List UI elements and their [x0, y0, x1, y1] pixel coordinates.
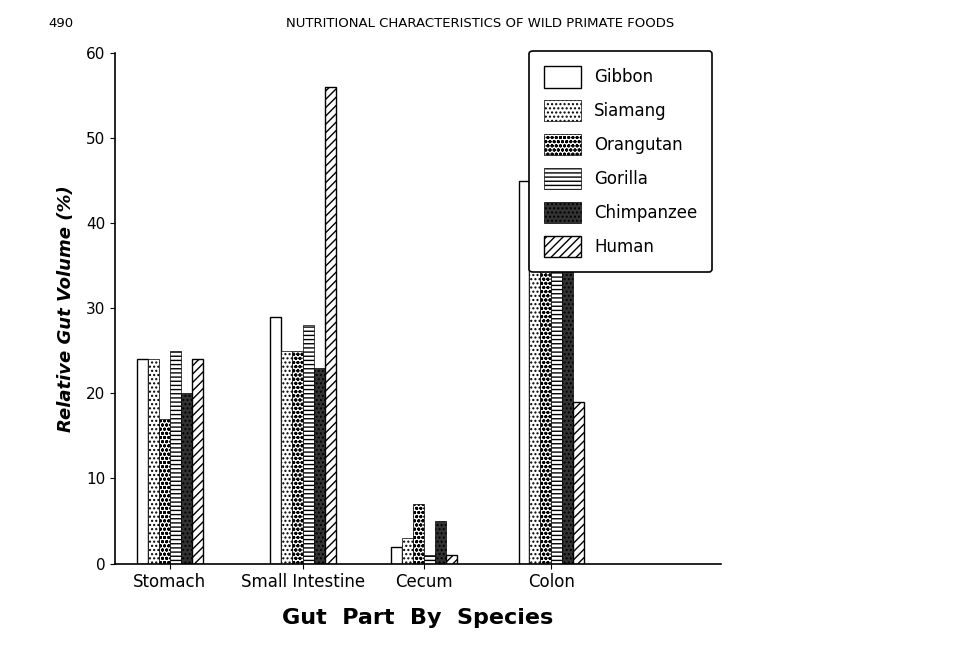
Y-axis label: Relative Gut Volume (%): Relative Gut Volume (%): [57, 185, 75, 432]
Bar: [292, 351, 303, 564]
Bar: [191, 359, 203, 564]
Bar: [270, 317, 282, 564]
X-axis label: Gut  Part  By  Species: Gut Part By Species: [283, 608, 554, 628]
Legend: Gibbon, Siamang, Orangutan, Gorilla, Chimpanzee, Human: Gibbon, Siamang, Orangutan, Gorilla, Chi…: [530, 51, 712, 272]
Bar: [573, 402, 584, 564]
Text: NUTRITIONAL CHARACTERISTICS OF WILD PRIMATE FOODS: NUTRITIONAL CHARACTERISTICS OF WILD PRIM…: [286, 17, 675, 30]
Bar: [325, 87, 335, 564]
Bar: [170, 351, 181, 564]
Text: 490: 490: [48, 17, 73, 30]
Bar: [391, 546, 403, 564]
Bar: [148, 359, 159, 564]
Bar: [137, 359, 148, 564]
Bar: [540, 104, 552, 564]
Bar: [303, 326, 314, 564]
Bar: [530, 147, 540, 564]
Bar: [314, 368, 325, 564]
Bar: [552, 113, 562, 564]
Bar: [413, 504, 424, 564]
Bar: [282, 351, 292, 564]
Bar: [446, 555, 456, 564]
Bar: [403, 538, 413, 564]
Bar: [181, 393, 191, 564]
Bar: [424, 555, 435, 564]
Bar: [159, 419, 170, 564]
Bar: [562, 121, 573, 564]
Bar: [435, 521, 446, 564]
Bar: [519, 180, 530, 564]
